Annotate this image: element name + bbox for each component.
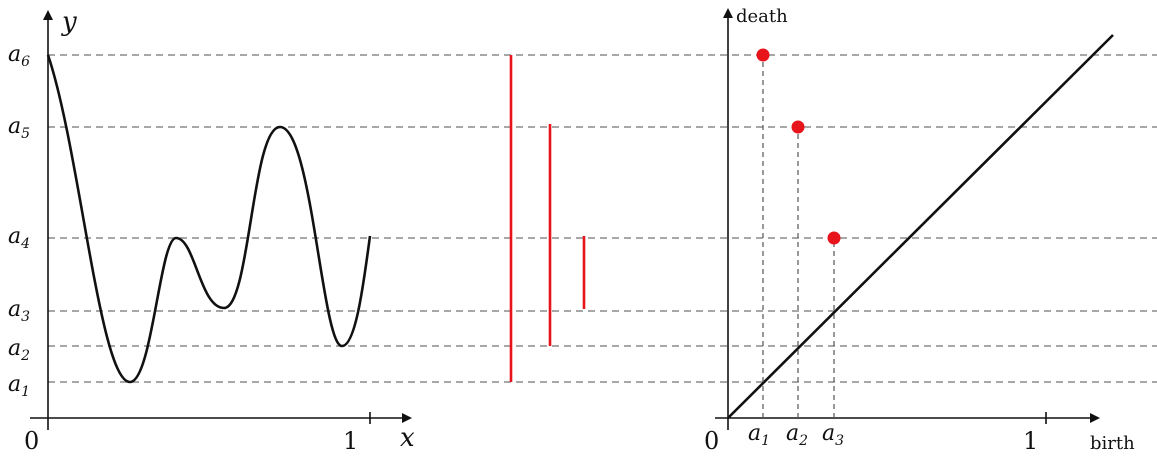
diagonal-line	[727, 34, 1114, 419]
persistence-point-1	[756, 48, 770, 62]
birth-label-a1: a1	[748, 421, 770, 449]
persistence-diagram: death birth 0 1 a1 a2 a3	[704, 6, 1135, 455]
function-x-tick-label: 1	[343, 427, 358, 455]
level-label-a4: a4	[8, 224, 30, 252]
level-label-a2: a2	[8, 336, 30, 364]
level-label-a1: a1	[8, 372, 30, 400]
persistence-point-2	[791, 120, 805, 134]
birth-label-a3: a3	[822, 421, 844, 449]
function-x-label: x	[400, 423, 415, 453]
diagram-y-label: death	[736, 6, 788, 27]
function-plot: y x 0 1 a1 a2 a3 a4 a5 a6	[8, 7, 415, 455]
diagram-x-label: birth	[1090, 433, 1135, 454]
diagram-origin-label: 0	[704, 427, 719, 455]
barcode	[509, 55, 586, 382]
function-origin-label: 0	[24, 427, 39, 455]
level-gridlines	[48, 54, 1157, 383]
level-label-a5: a5	[8, 114, 30, 142]
level-label-a6: a6	[8, 42, 30, 70]
level-label-a3: a3	[8, 297, 30, 325]
persistence-point-3	[827, 231, 841, 245]
diagram-x-tick-label: 1	[1023, 427, 1038, 455]
function-curve	[46, 54, 372, 384]
birth-label-a2: a2	[786, 421, 808, 449]
level-labels: a1 a2 a3 a4 a5 a6	[8, 42, 30, 400]
function-y-label: y	[61, 7, 77, 37]
